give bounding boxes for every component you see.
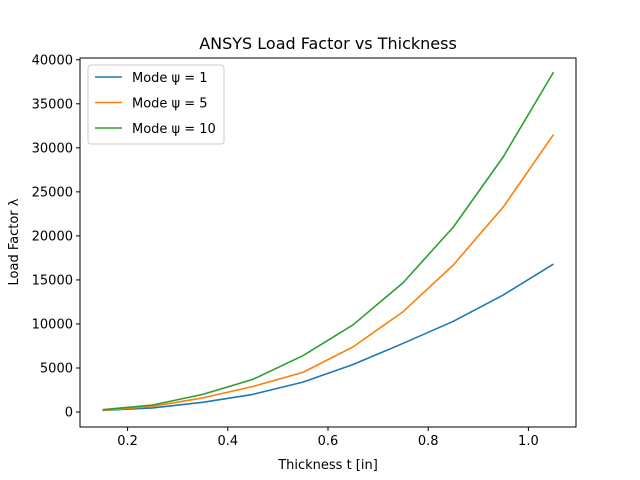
- legend-entry: Mode ψ = 5: [132, 97, 208, 112]
- series-line-2: [102, 134, 555, 412]
- y-tick-label: 25000: [32, 185, 73, 200]
- x-tick-label: 1.0: [518, 434, 539, 449]
- y-axis-ticks: 0 5000 10000 15000 20000 25000 30000 35000 40000: [32, 53, 80, 421]
- chart-title: ANSYS Load Factor vs Thickness: [199, 34, 457, 53]
- y-tick-label: 20000: [32, 229, 73, 244]
- y-tick-label: 35000: [32, 97, 73, 112]
- series-line-1: [102, 263, 554, 412]
- x-tick-label: 0.8: [418, 434, 439, 449]
- y-tick-label: 10000: [32, 317, 73, 332]
- legend-box: [87, 64, 225, 145]
- legend: Mode ψ = 1 Mode ψ = 5 Mode ψ = 10: [87, 64, 225, 145]
- y-tick-label: 5000: [40, 361, 73, 376]
- x-axis-label: Thickness t [in]: [277, 458, 378, 473]
- series-line-3: [102, 71, 555, 411]
- x-axis-ticks: 0.2 0.4 0.6 0.8 1.0: [117, 427, 539, 449]
- y-tick-label: 0: [65, 406, 73, 421]
- x-tick-label: 0.6: [318, 434, 339, 449]
- x-tick-label: 0.2: [117, 434, 138, 449]
- x-tick-label: 0.4: [217, 434, 238, 449]
- legend-entry: Mode ψ = 1: [132, 71, 208, 86]
- y-tick-label: 30000: [32, 141, 73, 156]
- y-axis-label: Load Factor λ: [7, 198, 22, 285]
- y-tick-label: 40000: [32, 53, 73, 68]
- y-tick-label: 15000: [32, 273, 73, 288]
- plot-area: [79, 57, 577, 428]
- legend-entry: Mode ψ = 10: [132, 122, 216, 137]
